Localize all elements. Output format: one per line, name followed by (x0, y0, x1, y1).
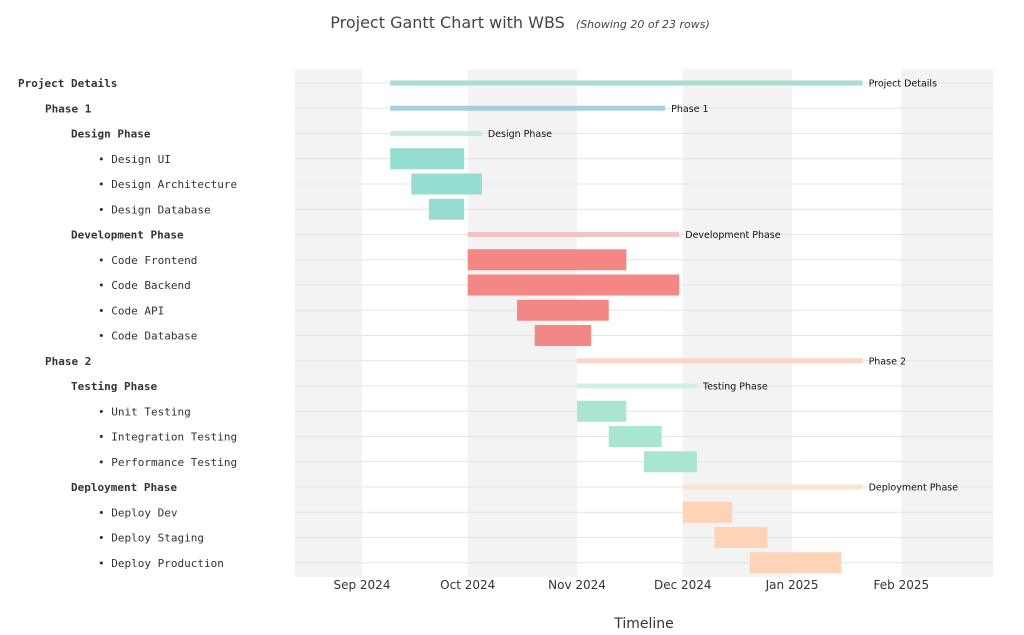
x-axis-title: Timeline (613, 616, 674, 632)
task-bar (411, 173, 482, 195)
x-tick-label: Nov 2024 (548, 578, 606, 592)
row-label: • Integration Testing (98, 431, 237, 444)
x-tick-label: Oct 2024 (440, 578, 495, 592)
row-labels: Project Details Phase 1 Design Phase • Desi… (18, 77, 237, 570)
x-tick-label: Jan 2025 (765, 578, 819, 592)
row-label: • Unit Testing (98, 405, 191, 418)
summary-bar (390, 105, 666, 111)
chart-subtitle: (Showing 20 of 23 rows) (576, 18, 710, 31)
row-label: Phase 2 (45, 355, 91, 368)
task-bar (682, 501, 733, 523)
task-bar (577, 400, 627, 422)
bar-label: Design Phase (488, 129, 552, 140)
bar-label: Phase 2 (869, 356, 906, 367)
x-axis-ticks: Sep 2024 Oct 2024 Nov 2024 Dec 2024 Jan 2025… (333, 578, 929, 592)
shaded-month-band (901, 69, 993, 577)
row-label: Phase 1 (45, 102, 92, 115)
row-label: • Deploy Staging (98, 532, 204, 545)
plot-background (295, 69, 993, 577)
summary-bar (467, 232, 680, 237)
row-label: Design Phase (71, 128, 151, 141)
bar-label: Development Phase (685, 230, 780, 241)
x-tick-label: Dec 2024 (654, 578, 712, 592)
x-tick-label: Sep 2024 (333, 578, 390, 592)
row-label: • Design Database (98, 203, 211, 216)
shaded-month-band (467, 69, 578, 577)
task-bar (608, 426, 662, 447)
task-bar (517, 299, 609, 321)
gantt-bars (390, 80, 863, 574)
bar-label: Testing Phase (702, 382, 768, 393)
row-label: • Code API (98, 304, 164, 317)
x-tick-label: Feb 2025 (874, 578, 930, 592)
row-label: • Code Frontend (98, 254, 197, 267)
chart-title: Project Gantt Chart with WBS (Showing 20… (330, 13, 710, 32)
task-bar (467, 274, 680, 296)
chart-title-text: Project Gantt Chart with WBS (330, 13, 565, 32)
row-label: Testing Phase (71, 380, 157, 393)
row-label: Development Phase (71, 229, 184, 242)
row-label: • Deploy Dev (98, 506, 178, 519)
row-label: Project Details (18, 77, 117, 90)
task-bar (644, 451, 697, 473)
shaded-month-band (682, 69, 793, 577)
task-bar (714, 527, 768, 548)
summary-bar (390, 80, 863, 86)
summary-bar (682, 484, 863, 490)
bar-label: Deployment Phase (869, 483, 959, 494)
task-bar (749, 552, 842, 574)
row-label: • Code Database (98, 330, 197, 343)
bar-label: Phase 1 (671, 104, 708, 115)
task-bar (467, 249, 627, 271)
bar-label: Project Details (869, 79, 938, 90)
row-label: • Deploy Production (98, 557, 224, 570)
shaded-month-band (295, 69, 362, 577)
row-label: Deployment Phase (71, 481, 177, 494)
task-bar (534, 325, 592, 346)
task-bar (428, 198, 465, 220)
summary-bar (390, 131, 482, 136)
row-label: • Design UI (98, 153, 171, 166)
row-label: • Performance Testing (98, 456, 237, 469)
row-label: • Code Backend (98, 279, 191, 292)
plot-area (295, 69, 993, 577)
task-bar (390, 148, 465, 170)
summary-bar (577, 358, 863, 364)
bar-annotations: Project Details Phase 1 Design Phase Develo… (488, 79, 958, 494)
summary-bar (577, 383, 697, 389)
row-label: • Design Architecture (98, 178, 237, 191)
